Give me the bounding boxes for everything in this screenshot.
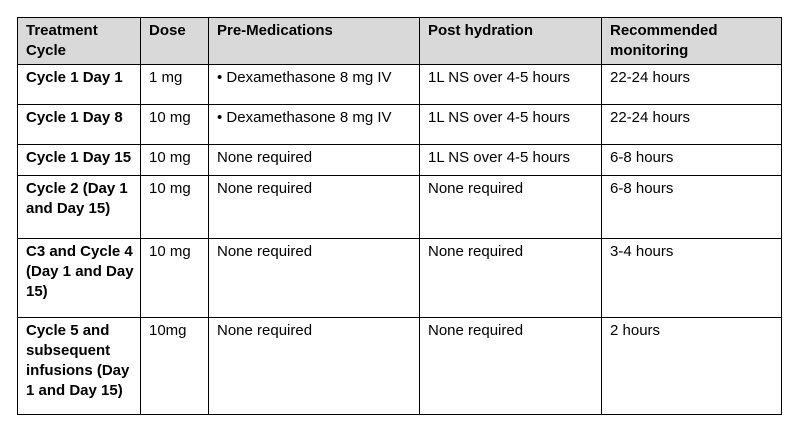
cell-treatment-cycle: C3 and Cycle 4 (Day 1 and Day 15) — [17, 238, 141, 318]
header-row: Treatment Cycle Dose Pre-Medications Pos… — [17, 17, 782, 65]
column-header-recommended-monitoring: Recommended monitoring — [601, 17, 782, 65]
cell-post-hydration: 1L NS over 4-5 hours — [419, 104, 602, 145]
cell-dose: 10 mg — [140, 104, 209, 145]
column-header-post-hydration: Post hydration — [419, 17, 602, 65]
cell-dose: 10 mg — [140, 238, 209, 318]
table-row: Cycle 1 Day 1 1 mg • Dexamethasone 8 mg … — [17, 64, 782, 105]
cell-recommended-monitoring: 6-8 hours — [601, 175, 782, 239]
cell-post-hydration: 1L NS over 4-5 hours — [419, 144, 602, 176]
cell-recommended-monitoring: 6-8 hours — [601, 144, 782, 176]
table-row: Cycle 1 Day 8 10 mg • Dexamethasone 8 mg… — [17, 104, 782, 145]
cell-recommended-monitoring: 2 hours — [601, 317, 782, 415]
cell-pre-medications: • Dexamethasone 8 mg IV — [208, 64, 420, 105]
cell-treatment-cycle: Cycle 5 and subsequent infusions (Day 1 … — [17, 317, 141, 415]
table-row: Cycle 1 Day 15 10 mg None required 1L NS… — [17, 144, 782, 176]
cell-post-hydration: None required — [419, 175, 602, 239]
cell-pre-medications: • Dexamethasone 8 mg IV — [208, 104, 420, 145]
cell-post-hydration: None required — [419, 238, 602, 318]
column-header-pre-medications: Pre-Medications — [208, 17, 420, 65]
treatment-schedule-table: Treatment Cycle Dose Pre-Medications Pos… — [17, 17, 782, 415]
table-row: Cycle 5 and subsequent infusions (Day 1 … — [17, 317, 782, 415]
cell-treatment-cycle: Cycle 1 Day 8 — [17, 104, 141, 145]
column-header-treatment-cycle: Treatment Cycle — [17, 17, 141, 65]
cell-treatment-cycle: Cycle 1 Day 1 — [17, 64, 141, 105]
cell-dose: 10 mg — [140, 175, 209, 239]
cell-dose: 10mg — [140, 317, 209, 415]
cell-recommended-monitoring: 22-24 hours — [601, 64, 782, 105]
cell-dose: 10 mg — [140, 144, 209, 176]
cell-recommended-monitoring: 3-4 hours — [601, 238, 782, 318]
table-row: C3 and Cycle 4 (Day 1 and Day 15) 10 mg … — [17, 238, 782, 318]
column-header-dose: Dose — [140, 17, 209, 65]
cell-recommended-monitoring: 22-24 hours — [601, 104, 782, 145]
cell-post-hydration: None required — [419, 317, 602, 415]
cell-pre-medications: None required — [208, 317, 420, 415]
cell-treatment-cycle: Cycle 1 Day 15 — [17, 144, 141, 176]
cell-pre-medications: None required — [208, 175, 420, 239]
table-row: Cycle 2 (Day 1 and Day 15) 10 mg None re… — [17, 175, 782, 239]
cell-post-hydration: 1L NS over 4-5 hours — [419, 64, 602, 105]
cell-pre-medications: None required — [208, 238, 420, 318]
cell-pre-medications: None required — [208, 144, 420, 176]
cell-treatment-cycle: Cycle 2 (Day 1 and Day 15) — [17, 175, 141, 239]
cell-dose: 1 mg — [140, 64, 209, 105]
